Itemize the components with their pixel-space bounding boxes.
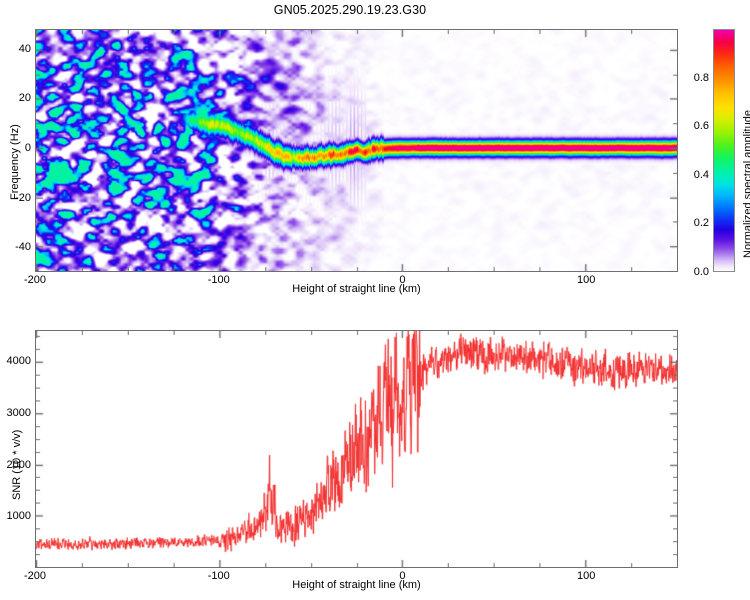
snr-tick-marks xyxy=(36,331,677,567)
colorbar-tick-0: 0.0 xyxy=(693,266,709,278)
spectrogram-ytick-1: -20 xyxy=(15,191,31,204)
snr-ytick-1: 2000 xyxy=(6,458,31,471)
spectrogram-ytick-4: 40 xyxy=(18,42,31,55)
colorbar-tick-4: 0.8 xyxy=(693,71,709,84)
colorbar-label: Normalized spectral amplitude xyxy=(742,110,750,258)
spectrogram-xtick-2: 0 xyxy=(399,274,406,286)
spectrogram-ytick-3: 20 xyxy=(18,92,31,105)
snr-ytick-3: 4000 xyxy=(6,355,31,368)
spectrogram-xaxis-label: Height of straight line (km) xyxy=(292,283,421,295)
colorbar xyxy=(713,29,735,272)
snr-xtick-1: -100 xyxy=(207,570,230,582)
spectrogram-ytick-2: 0 xyxy=(24,142,31,155)
spectrogram-xtick-1: -100 xyxy=(207,274,230,286)
snr-ytick-2: 3000 xyxy=(6,406,31,419)
snr-ytick-0: 1000 xyxy=(6,510,31,523)
spectrogram-xtick-3: 100 xyxy=(576,274,596,286)
spectrogram-tick-marks xyxy=(36,30,677,271)
snr-xtick-3: 100 xyxy=(576,570,596,582)
spectrogram-yaxis-label: Frequency (Hz) xyxy=(9,124,21,200)
colorbar-tick-1: 0.2 xyxy=(693,217,709,230)
snr-xaxis-label: Height of straight line (km) xyxy=(292,579,421,591)
spectrogram-ytick-0: -40 xyxy=(15,241,31,254)
snr-panel xyxy=(35,330,678,568)
colorbar-gradient xyxy=(713,29,735,272)
page-title: GN05.2025.290.19.23.G30 xyxy=(273,3,427,17)
snr-xtick-0: -200 xyxy=(23,570,47,582)
snr-xtick-2: 0 xyxy=(399,570,406,582)
colorbar-tick-3: 0.6 xyxy=(693,120,709,133)
spectrogram-xtick-0: -200 xyxy=(23,274,47,286)
spectrogram-panel xyxy=(35,29,678,272)
colorbar-tick-2: 0.4 xyxy=(693,168,709,181)
